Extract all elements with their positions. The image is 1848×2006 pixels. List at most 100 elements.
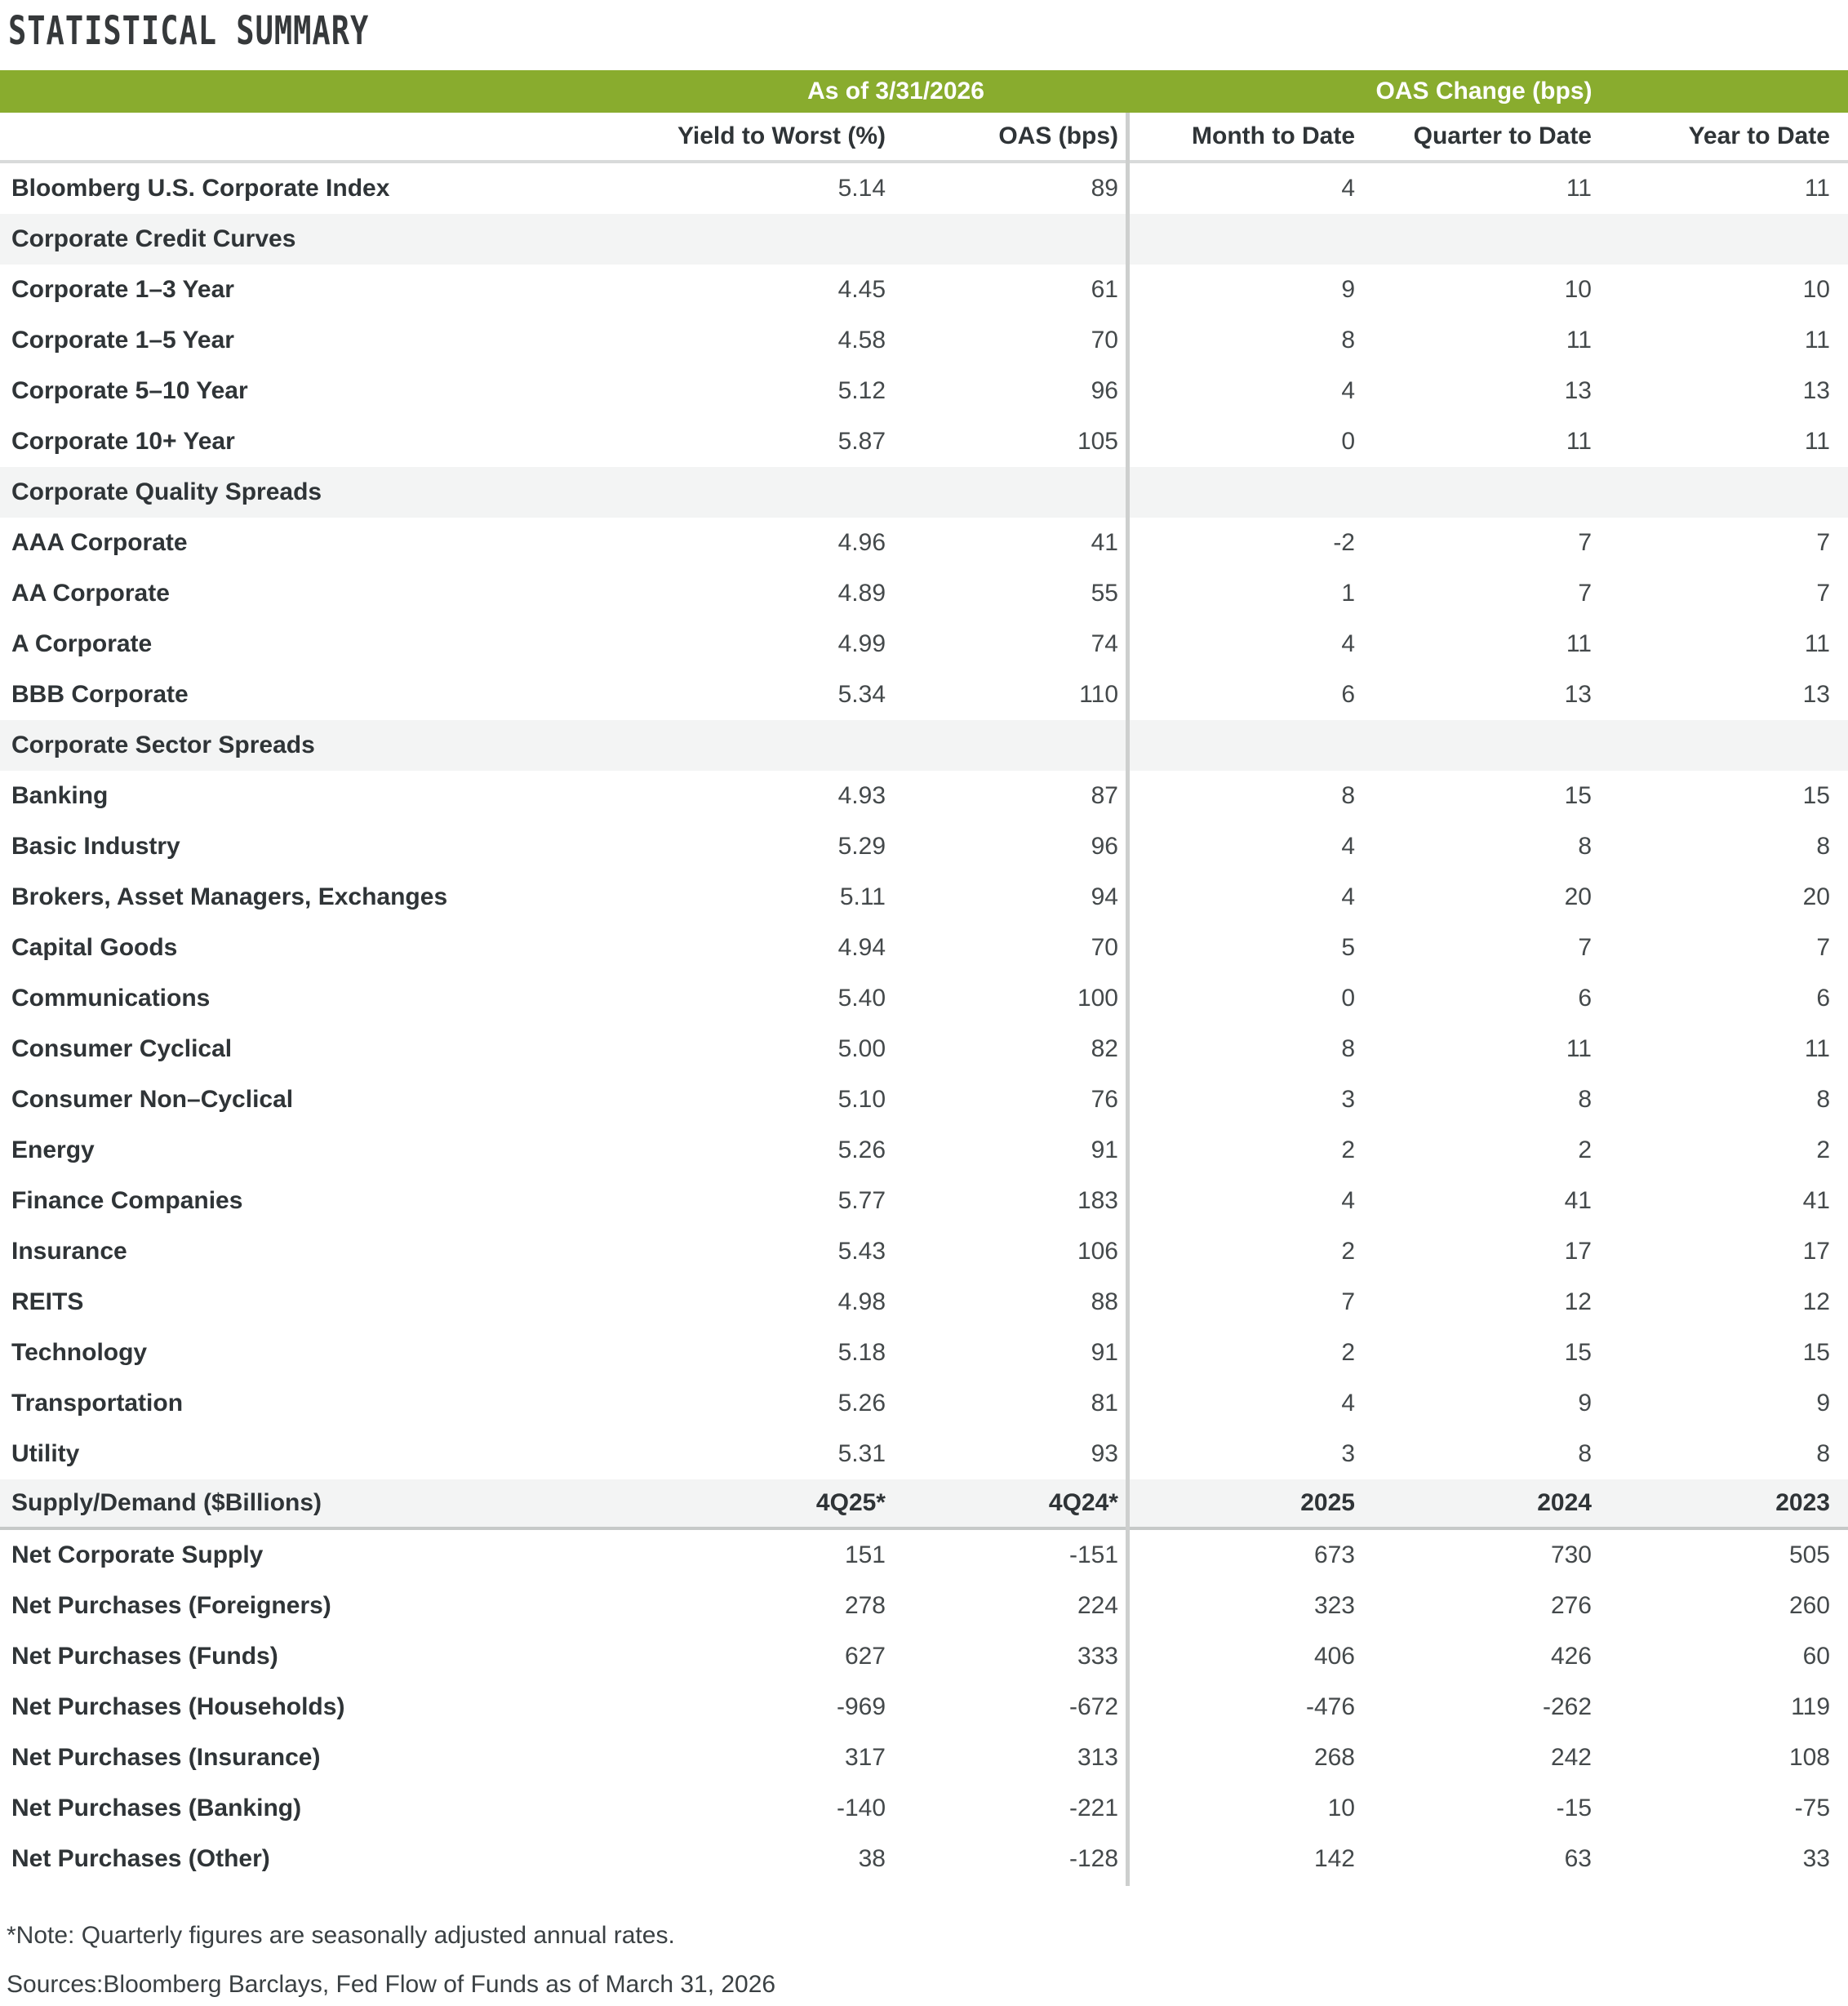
cell-value: 4: [1341, 833, 1355, 860]
cell-value: 9: [1578, 1390, 1592, 1417]
cell-value: 91: [1091, 1136, 1118, 1163]
cell-value: 2: [1341, 1136, 1355, 1163]
row-label: Communications: [11, 985, 211, 1012]
table-body: Bloomberg U.S. Corporate Index 5.14 89 4 11 1…: [0, 163, 1848, 1884]
cell-value: 5.00: [837, 1035, 886, 1062]
table-row: Consumer Cyclical 5.00 82 8 11 11: [0, 1024, 1848, 1074]
cell-value: 730: [1550, 1541, 1592, 1568]
row-label: Corporate 1–3 Year: [11, 276, 234, 303]
cell-value: 8: [1341, 327, 1355, 354]
cell-value: 11: [1566, 1035, 1592, 1062]
cell-value: 60: [1802, 1643, 1830, 1670]
table-row: Bloomberg U.S. Corporate Index 5.14 89 4 11 1…: [0, 163, 1848, 214]
table-row: Capital Goods 4.94 70 5 7 7: [0, 923, 1848, 973]
cell-value: 5.43: [837, 1238, 886, 1265]
cell-value: 110: [1079, 681, 1118, 708]
cell-value: 106: [1077, 1238, 1118, 1265]
table-row: Net Purchases (Other) 38 -128 142 63 33: [0, 1834, 1848, 1884]
cell-value: -128: [1068, 1845, 1118, 1872]
cell-value: 94: [1091, 883, 1118, 910]
row-label: Supply/Demand ($Billions): [11, 1489, 322, 1516]
cell-value: -476: [1305, 1693, 1355, 1720]
row-label: Corporate Sector Spreads: [11, 732, 315, 758]
cell-value: 6: [1341, 681, 1355, 708]
table-row: Net Purchases (Banking) -140 -221 10 -15 -75: [0, 1783, 1848, 1834]
cell-value: 151: [844, 1541, 886, 1568]
cell-value: 11: [1804, 1035, 1830, 1062]
row-label: Energy: [11, 1136, 95, 1163]
cell-value: 61: [1091, 276, 1118, 303]
cell-value: 5.11: [839, 883, 886, 910]
supply-demand-header-row: Supply/Demand ($Billions) 4Q25* 4Q24* 2025 2…: [0, 1479, 1848, 1530]
column-header-row: Yield to Worst (%) OAS (bps) Month to Da…: [0, 113, 1848, 163]
cell-value: 323: [1313, 1592, 1355, 1619]
cell-value: 8: [1578, 1440, 1592, 1467]
table-row: Net Purchases (Funds) 627 333 406 426 60: [0, 1631, 1848, 1682]
cell-value: 2: [1341, 1339, 1355, 1366]
cell-value: 41: [1802, 1187, 1830, 1214]
cell-value: 13: [1802, 681, 1830, 708]
table-row: Energy 5.26 91 2 2 2: [0, 1125, 1848, 1176]
section-header-row: Corporate Credit Curves: [0, 214, 1848, 265]
cell-value: 96: [1091, 833, 1118, 860]
cell-value: 3: [1341, 1440, 1355, 1467]
cell-value: 11: [1804, 175, 1830, 202]
row-label: BBB Corporate: [11, 681, 189, 708]
cell-value: 12: [1802, 1288, 1830, 1315]
cell-value: 17: [1564, 1238, 1592, 1265]
cell-value: 119: [1791, 1693, 1830, 1720]
row-label: Basic Industry: [11, 833, 180, 860]
cell-value: 4.58: [837, 327, 886, 354]
row-label: Corporate 1–5 Year: [11, 327, 234, 354]
cell-value: 627: [844, 1643, 886, 1670]
table-row: Communications 5.40 100 0 6 6: [0, 973, 1848, 1024]
table-row: Corporate 1–3 Year 4.45 61 9 10 10: [0, 265, 1848, 315]
cell-value: 15: [1564, 1339, 1592, 1366]
cell-value: 41: [1564, 1187, 1592, 1214]
cell-value: 20: [1802, 883, 1830, 910]
cell-value: 11: [1804, 630, 1830, 657]
section-header-row: Corporate Sector Spreads: [0, 720, 1848, 771]
column-header-quarter-to-date: Quarter to Date: [1413, 122, 1592, 149]
cell-value: 105: [1077, 428, 1118, 455]
row-label: Insurance: [11, 1238, 127, 1265]
cell-value: 7: [1578, 529, 1592, 556]
cell-value: 4.93: [837, 782, 886, 809]
cell-value: 278: [844, 1592, 886, 1619]
cell-value: 76: [1091, 1086, 1118, 1113]
cell-value: 11: [1804, 428, 1830, 455]
column-header-oas-bps: OAS (bps): [998, 122, 1118, 149]
table-row: Net Corporate Supply 151 -151 673 730 505: [0, 1530, 1848, 1581]
cell-value: 4Q24*: [1048, 1489, 1118, 1516]
column-divider-line: [1126, 113, 1130, 1886]
row-label: AAA Corporate: [11, 529, 188, 556]
cell-value: 93: [1091, 1440, 1118, 1467]
cell-value: 313: [1077, 1744, 1118, 1771]
cell-value: -221: [1068, 1795, 1118, 1821]
cell-value: 7: [1341, 1288, 1355, 1315]
cell-value: 8: [1816, 1086, 1830, 1113]
cell-value: 55: [1091, 580, 1118, 607]
cell-value: 426: [1550, 1643, 1592, 1670]
cell-value: 4.45: [837, 276, 886, 303]
table-row: Utility 5.31 93 3 8 8: [0, 1429, 1848, 1479]
cell-value: 4: [1341, 630, 1355, 657]
cell-value: -140: [836, 1795, 886, 1821]
cell-value: -2: [1333, 529, 1355, 556]
cell-value: 8: [1341, 782, 1355, 809]
cell-value: 12: [1564, 1288, 1592, 1315]
cell-value: 4: [1341, 377, 1355, 404]
table-row: Transportation 5.26 81 4 9 9: [0, 1378, 1848, 1429]
page-title: STATISTICAL SUMMARY: [8, 8, 370, 54]
cell-value: 11: [1566, 428, 1592, 455]
cell-value: 2025: [1300, 1489, 1355, 1516]
cell-value: 17: [1802, 1238, 1830, 1265]
cell-value: 276: [1550, 1592, 1592, 1619]
cell-value: 15: [1802, 1339, 1830, 1366]
row-label: Consumer Cyclical: [11, 1035, 233, 1062]
footnote-sources: Sources:Bloomberg Barclays, Fed Flow of …: [7, 1971, 776, 1998]
cell-value: 7: [1816, 580, 1830, 607]
row-label: Net Purchases (Funds): [11, 1643, 278, 1670]
cell-value: 4: [1341, 175, 1355, 202]
table-row: Net Purchases (Insurance) 317 313 268 242 108: [0, 1732, 1848, 1783]
